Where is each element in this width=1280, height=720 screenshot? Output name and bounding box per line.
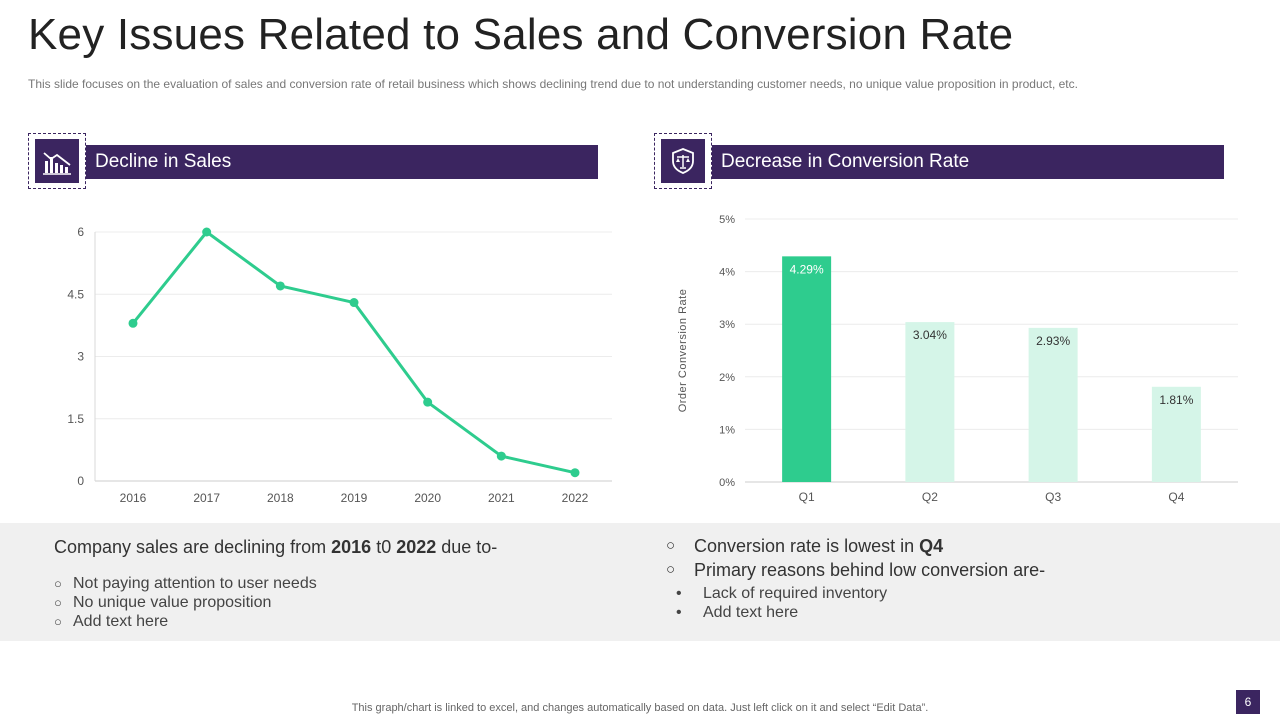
- bar-data-label: 3.04%: [913, 328, 947, 342]
- sales-data-point: [275, 281, 285, 291]
- y-tick-label: 1%: [719, 424, 735, 436]
- list-item: Lack of required inventory: [676, 584, 887, 603]
- sales-summary-heading: Company sales are declining from 2016 t0…: [54, 537, 498, 557]
- conversion-reasons-list: Lack of required inventory Add text here: [676, 584, 887, 622]
- x-tick-label: Q3: [1045, 490, 1061, 504]
- declining-chart-icon: [35, 139, 79, 183]
- declining-chart-icon-box: [28, 133, 86, 189]
- y-tick-label: 3%: [719, 319, 735, 331]
- scales-shield-icon-box: [654, 133, 712, 189]
- page-title: Key Issues Related to Sales and Conversi…: [28, 10, 1014, 59]
- bar-data-label: 1.81%: [1159, 393, 1193, 407]
- scales-shield-icon: [661, 139, 705, 183]
- y-tick-label: 6: [77, 225, 84, 239]
- sales-data-point: [570, 468, 580, 478]
- conversion-bar: [905, 322, 955, 482]
- sales-reasons-list: Not paying attention to user needs No un…: [54, 574, 317, 631]
- conversion-summary-list: Conversion rate is lowest in Q4 Primary …: [666, 534, 1045, 582]
- x-tick-label: 2021: [488, 491, 515, 505]
- list-item: No unique value proposition: [54, 593, 317, 612]
- footer-note: This graph/chart is linked to excel, and…: [351, 702, 929, 714]
- y-tick-label: 4%: [719, 267, 735, 279]
- y-tick-label: 4.5: [67, 287, 84, 301]
- y-tick-label: 0: [77, 474, 84, 488]
- sales-data-point: [128, 318, 138, 328]
- x-tick-label: Q4: [1168, 490, 1184, 504]
- conversion-bar: [1151, 386, 1201, 482]
- decline-in-sales-header: Decline in Sales: [86, 145, 598, 179]
- x-tick-label: Q2: [922, 490, 938, 504]
- page-number: 6: [1236, 690, 1260, 714]
- x-tick-label: 2022: [562, 491, 589, 505]
- conversion-bar-chart: 0% 1% 2% 3% 4% 5% Order Conversion Rate 4.29% Q1…: [677, 214, 1238, 504]
- x-tick-label: 2019: [341, 491, 368, 505]
- list-item: Add text here: [676, 603, 887, 622]
- sales-data-point: [496, 451, 506, 461]
- x-tick-label: Q1: [799, 490, 815, 504]
- list-item: Add text here: [54, 612, 317, 631]
- sales-data-point: [202, 227, 212, 237]
- sales-data-point: [349, 298, 359, 308]
- x-tick-label: 2018: [267, 491, 294, 505]
- list-item: Conversion rate is lowest in Q4: [666, 534, 1045, 558]
- y-tick-label: 3: [77, 350, 84, 364]
- page-subtitle: This slide focuses on the evaluation of …: [28, 77, 1078, 91]
- y-tick-label: 5%: [719, 214, 735, 226]
- bar-data-label: 4.29%: [790, 262, 824, 276]
- y-axis-label: Order Conversion Rate: [677, 289, 689, 413]
- sales-series-line: [131, 230, 576, 475]
- conversion-bar: [782, 256, 832, 482]
- list-item: Not paying attention to user needs: [54, 574, 317, 593]
- sales-data-point: [423, 397, 433, 407]
- x-tick-label: 2020: [414, 491, 441, 505]
- bar-data-label: 2.93%: [1036, 334, 1070, 348]
- y-tick-label: 1.5: [67, 412, 84, 426]
- decrease-in-conversion-rate-header: Decrease in Conversion Rate: [712, 145, 1224, 179]
- x-tick-label: 2017: [193, 491, 220, 505]
- y-tick-label: 0%: [719, 477, 735, 489]
- sales-line-chart: 0 1.5 3 4.5 6 2016 2017 2018 2019 2020 2021 2022: [67, 225, 612, 505]
- y-tick-label: 2%: [719, 372, 735, 384]
- list-item: Primary reasons behind low conversion ar…: [666, 558, 1045, 582]
- conversion-bar: [1028, 327, 1078, 482]
- x-tick-label: 2016: [120, 491, 147, 505]
